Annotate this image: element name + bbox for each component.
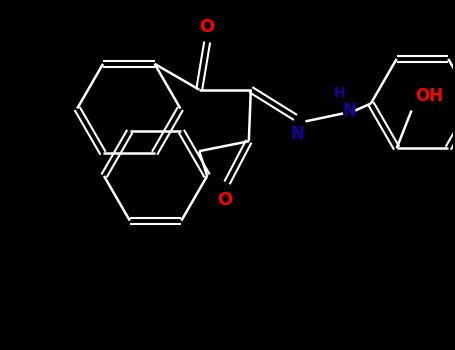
Text: O: O: [217, 191, 233, 209]
Text: N: N: [290, 125, 304, 144]
Text: O: O: [200, 18, 215, 36]
Text: OH: OH: [415, 86, 444, 105]
Text: H: H: [334, 85, 345, 99]
Text: N: N: [342, 103, 356, 120]
